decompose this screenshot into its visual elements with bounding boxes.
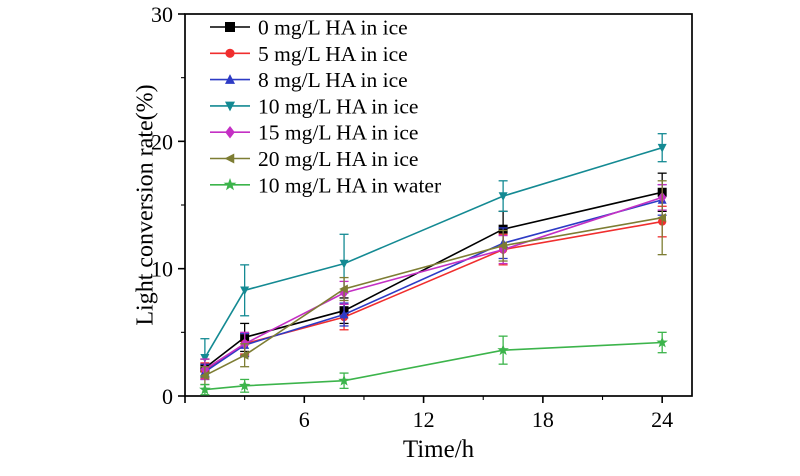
legend-item: 0 mg/L HA in ice bbox=[210, 16, 408, 40]
series-5-mg-l-ha-in-ice bbox=[200, 205, 667, 379]
legend-item: 5 mg/L HA in ice bbox=[210, 42, 408, 66]
axes: 6 12 18 24 0 10 20 30 bbox=[151, 2, 693, 432]
series-20-mg-l-ha-in-ice bbox=[199, 180, 667, 386]
svg-text:20: 20 bbox=[151, 129, 173, 154]
legend-item: 10 mg/L HA in water bbox=[210, 173, 441, 197]
svg-text:30: 30 bbox=[151, 2, 173, 27]
legend-label: 10 mg/L HA in water bbox=[258, 173, 441, 197]
legend-label: 0 mg/L HA in ice bbox=[258, 16, 408, 40]
y-axis-label: Light conversion rate(%) bbox=[132, 84, 159, 326]
series-15-mg-l-ha-in-ice bbox=[200, 183, 667, 381]
legend-label: 20 mg/L HA in ice bbox=[258, 147, 418, 171]
x-axis-label: Time/h bbox=[402, 436, 475, 463]
svg-text:18: 18 bbox=[532, 407, 554, 432]
legend-label: 5 mg/L HA in ice bbox=[258, 42, 408, 66]
legend-item: 8 mg/L HA in ice bbox=[210, 68, 408, 92]
svg-text:10: 10 bbox=[151, 257, 173, 282]
svg-text:6: 6 bbox=[299, 407, 310, 432]
legend-label: 8 mg/L HA in ice bbox=[258, 68, 408, 92]
legend-item: 20 mg/L HA in ice bbox=[210, 147, 418, 171]
series-8-mg-l-ha-in-ice bbox=[200, 183, 667, 381]
legend-item: 15 mg/L HA in ice bbox=[210, 121, 418, 145]
legend-label: 15 mg/L HA in ice bbox=[258, 121, 418, 145]
svg-text:24: 24 bbox=[651, 407, 673, 432]
legend-label: 10 mg/L HA in ice bbox=[258, 94, 418, 118]
svg-text:0: 0 bbox=[162, 384, 173, 409]
svg-text:12: 12 bbox=[413, 407, 435, 432]
legend-item: 10 mg/L HA in ice bbox=[210, 94, 418, 118]
series-10-mg-l-ha-in-water bbox=[199, 331, 668, 396]
